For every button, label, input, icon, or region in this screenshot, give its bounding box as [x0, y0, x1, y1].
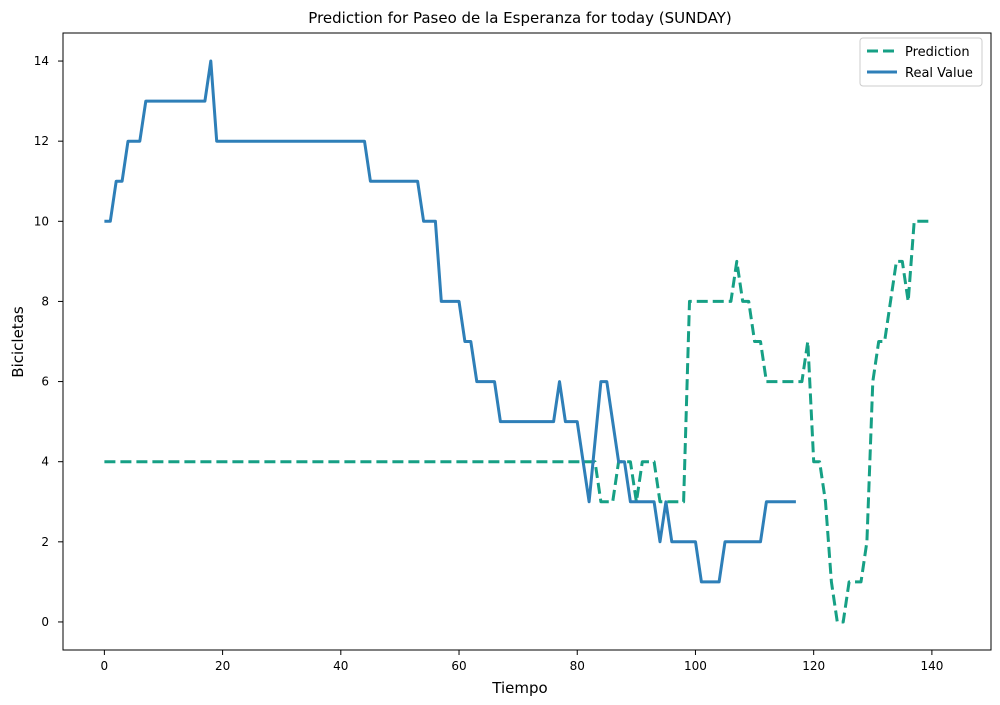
series-line-real-value — [104, 59, 796, 584]
y-tick-label: 0 — [41, 615, 49, 629]
x-tick-label: 0 — [101, 659, 109, 673]
x-tick-label: 20 — [215, 659, 230, 673]
legend-label-prediction: Prediction — [905, 45, 970, 60]
series-layer — [104, 59, 932, 624]
x-axis-ticks: 0 20 40 60 80 100 120 140 — [101, 650, 943, 673]
plot-area — [62, 32, 992, 651]
x-tick-label: 140 — [920, 659, 943, 673]
y-tick-label: 8 — [41, 294, 49, 308]
legend: Prediction Real Value — [859, 37, 983, 87]
plot-frame — [62, 32, 992, 651]
x-tick-label: 100 — [684, 659, 707, 673]
y-tick-label: 14 — [34, 54, 49, 68]
y-tick-label: 12 — [34, 134, 49, 148]
x-tick-label: 80 — [570, 659, 585, 673]
y-tick-label: 4 — [41, 455, 49, 469]
x-tick-label: 40 — [333, 659, 348, 673]
legend-label-real-value: Real Value — [905, 66, 973, 81]
y-tick-label: 2 — [41, 535, 49, 549]
y-tick-label: 10 — [34, 214, 49, 228]
x-tick-label: 60 — [451, 659, 466, 673]
x-tick-label: 120 — [802, 659, 825, 673]
series-line-prediction — [104, 219, 932, 624]
y-tick-label: 6 — [41, 375, 49, 389]
chart-title: Prediction for Paseo de la Esperanza for… — [308, 9, 731, 27]
y-axis-ticks: 0 2 4 6 8 10 12 14 — [34, 54, 63, 629]
y-axis-label: Bicicletas — [9, 306, 27, 378]
x-axis-label: Tiempo — [491, 679, 547, 697]
